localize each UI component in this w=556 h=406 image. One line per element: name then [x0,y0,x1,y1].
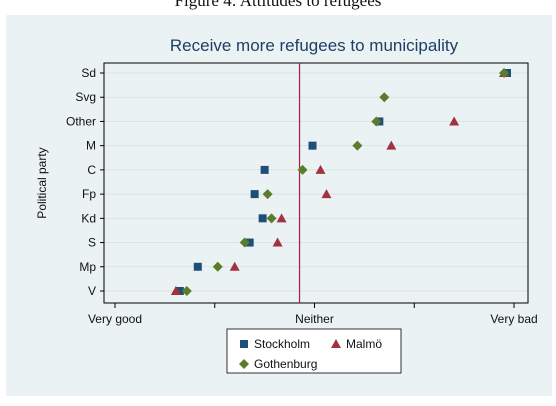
data-point [449,116,460,126]
data-point [297,164,308,175]
legend-marker [331,339,341,348]
data-point [276,213,287,223]
y-tick-label: V [88,284,96,298]
data-point [499,68,510,78]
data-point [250,190,259,199]
data-point [181,286,192,296]
chart-svg: Receive more refugees to municipality Sd… [35,36,538,374]
data-point [308,141,317,150]
data-point [272,237,283,247]
data-point [175,287,184,295]
y-tick-label: S [88,236,96,250]
legend-label: Malmö [346,337,382,351]
data-point [352,140,363,151]
data-point [262,189,273,200]
data-point [260,165,269,174]
y-tick-label: Svg [75,90,96,104]
legend: Stockholm Malmö Gothenburg [226,328,402,374]
y-tick-label: Sd [81,66,96,80]
plot-area [103,62,529,304]
data-point [321,189,332,199]
graph-region: Receive more refugees to municipality Sd… [6,15,552,396]
data-point [193,262,202,271]
y-tick-label: Fp [82,187,96,201]
y-axis: Sd Svg Other MC Fp Kd S Mp V [66,66,104,298]
data-point [258,214,267,223]
data-point [266,213,277,224]
chart-title: Receive more refugees to municipality [170,36,459,55]
data-point [170,286,181,295]
data-point [371,116,382,127]
data-point [315,164,326,174]
legend-marker [240,340,248,348]
y-tick-label: Other [66,114,96,128]
legend-label: Gothenburg [254,357,317,371]
data-point [212,261,223,272]
data-point [229,261,240,271]
x-tick-label: Neither [295,312,334,326]
data-point [386,140,397,150]
data-point [239,237,250,248]
y-axis-label: Political party [35,147,49,218]
y-tick-label: C [87,163,96,177]
grid-layer [104,72,528,292]
data-point [379,92,390,103]
x-tick-label: Very bad [490,312,537,326]
legend-box [226,328,402,374]
y-tick-label: M [86,139,96,153]
legend-label: Stockholm [254,337,310,351]
x-axis: Very good Neither Very bad [88,303,538,326]
markers-layer [170,68,512,296]
legend-marker [239,359,249,369]
y-tick-label: Mp [79,260,96,274]
page-heading: Figure 4: Attitudes to refugees [174,0,382,10]
x-tick-label: Very good [88,312,142,326]
y-tick-label: Kd [81,211,96,225]
